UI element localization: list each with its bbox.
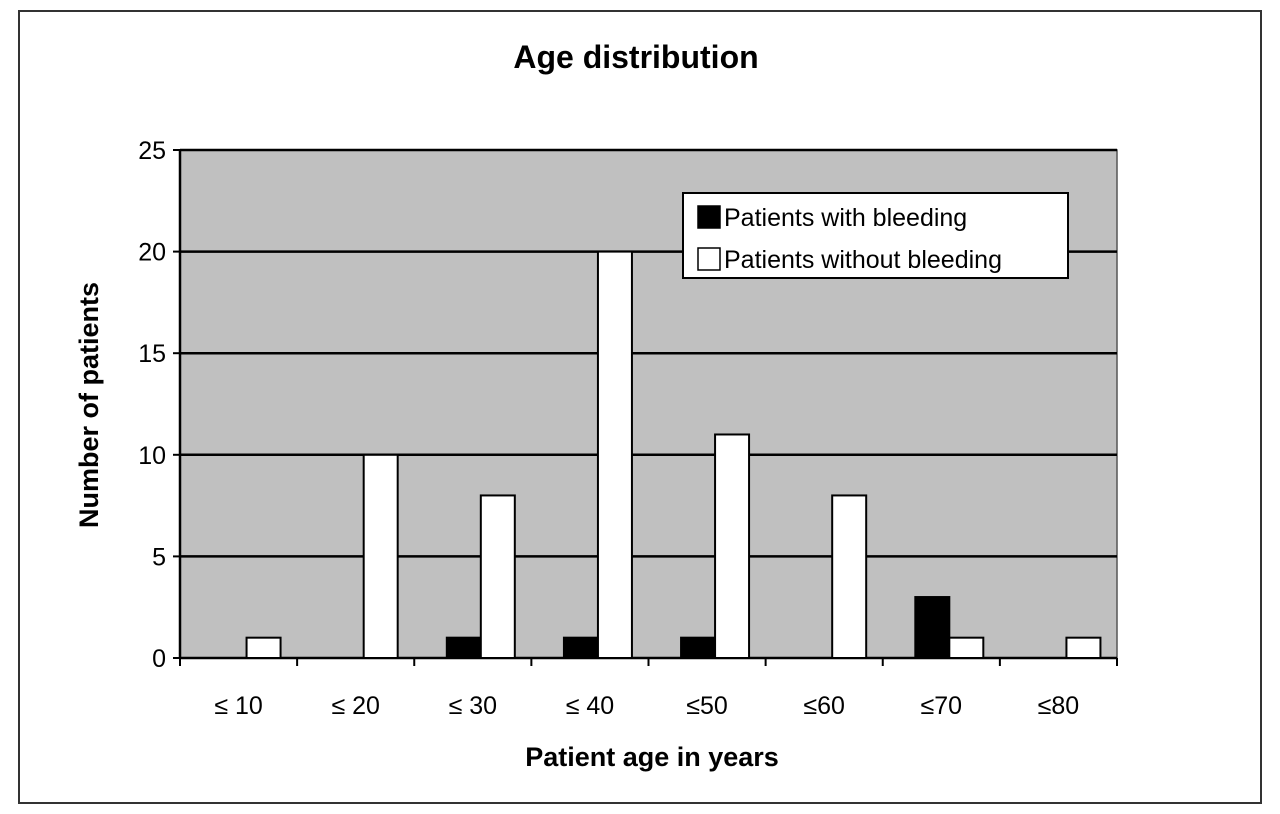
bar-without-bleeding bbox=[362, 453, 399, 659]
x-tick-label: ≤ 40 bbox=[566, 692, 614, 720]
x-tick-label: ≤ 20 bbox=[331, 692, 379, 720]
bar-with-bleeding bbox=[445, 636, 482, 659]
legend-label-no-bleeding: Patients without bleeding bbox=[724, 246, 1002, 274]
y-tick-label: 10 bbox=[138, 442, 166, 470]
bar-without-bleeding bbox=[596, 250, 633, 659]
bar-without-bleeding bbox=[479, 494, 516, 659]
x-tick-label: ≤70 bbox=[921, 692, 963, 720]
y-axis-label: Number of patients bbox=[74, 282, 104, 528]
legend-swatch-no-bleeding bbox=[697, 247, 721, 271]
chart-title: Age distribution bbox=[513, 39, 758, 75]
x-tick-label: ≤60 bbox=[803, 692, 845, 720]
x-tick-label: ≤ 10 bbox=[214, 692, 262, 720]
legend-label-bleeding: Patients with bleeding bbox=[724, 204, 967, 232]
legend: Patients with bleeding Patients without … bbox=[682, 192, 1069, 279]
y-tick-label: 25 bbox=[138, 137, 166, 165]
bar-without-bleeding bbox=[1065, 636, 1102, 659]
y-tick-label: 20 bbox=[138, 239, 166, 267]
y-tick-label: 5 bbox=[152, 543, 166, 571]
x-tick-label: ≤ 30 bbox=[449, 692, 497, 720]
y-tick-label: 15 bbox=[138, 340, 166, 368]
bar-without-bleeding bbox=[714, 433, 751, 660]
bar-with-bleeding bbox=[914, 596, 951, 659]
bar-without-bleeding bbox=[245, 636, 282, 659]
legend-box bbox=[682, 192, 1069, 279]
bar-without-bleeding bbox=[831, 494, 868, 659]
bar-with-bleeding bbox=[680, 636, 717, 659]
x-axis-label: Patient age in years bbox=[525, 742, 779, 772]
legend-swatch-bleeding bbox=[697, 205, 721, 229]
x-tick-label: ≤50 bbox=[686, 692, 728, 720]
bar-with-bleeding bbox=[562, 636, 599, 659]
y-tick-label: 0 bbox=[152, 645, 166, 673]
x-tick-label: ≤80 bbox=[1038, 692, 1080, 720]
bar-without-bleeding bbox=[948, 636, 985, 659]
